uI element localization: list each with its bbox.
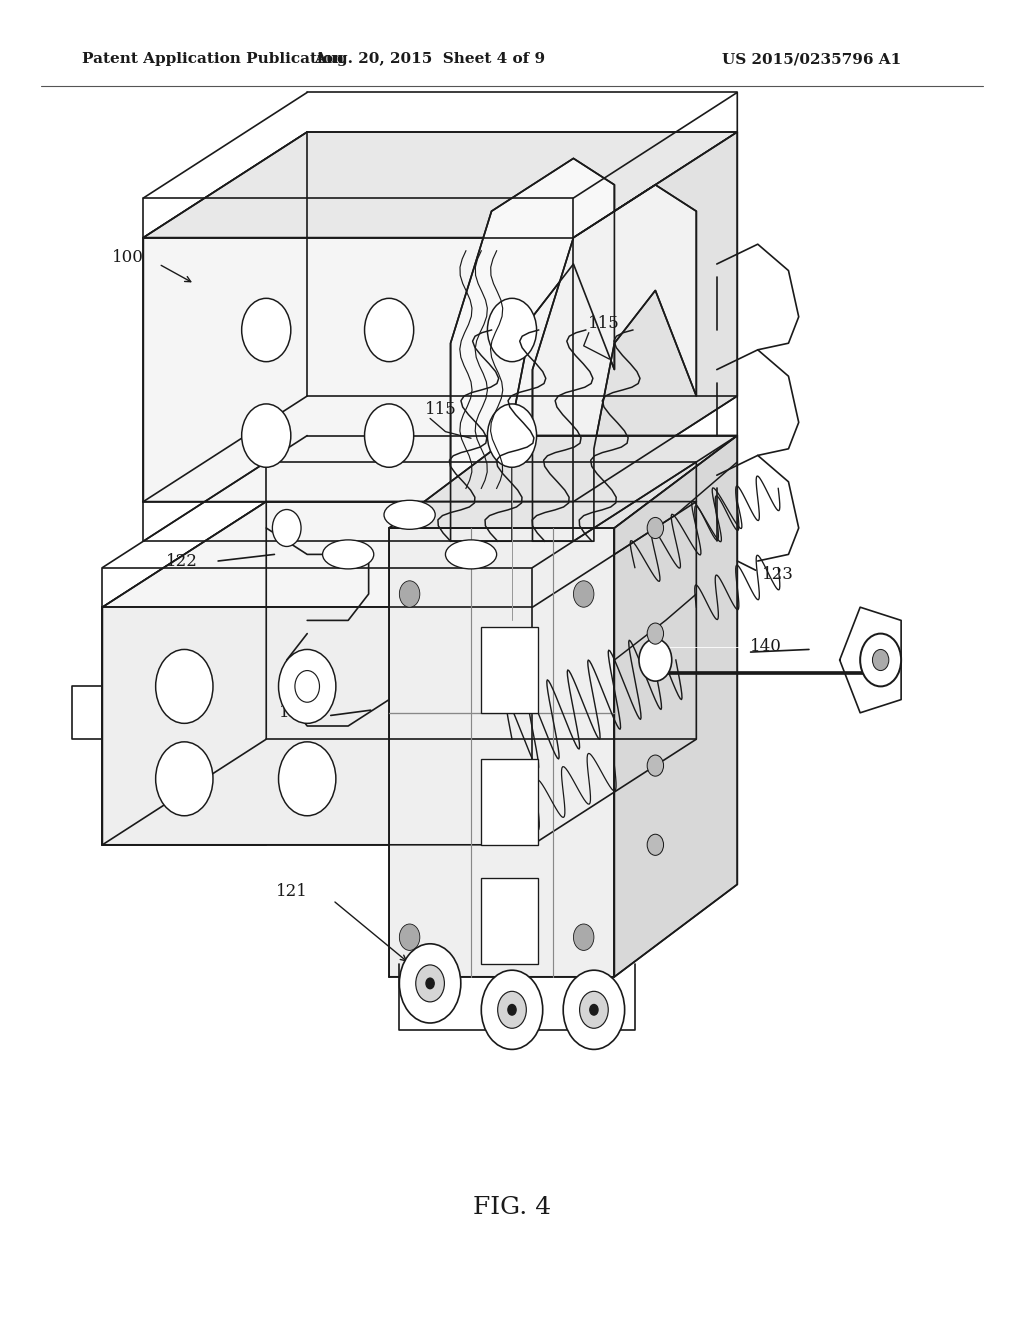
Polygon shape: [102, 502, 696, 607]
Circle shape: [279, 649, 336, 723]
Circle shape: [399, 924, 420, 950]
Polygon shape: [143, 132, 307, 502]
Bar: [481, 878, 538, 964]
Circle shape: [590, 1005, 598, 1015]
Circle shape: [580, 991, 608, 1028]
Polygon shape: [614, 436, 737, 977]
Circle shape: [295, 671, 319, 702]
Circle shape: [156, 742, 213, 816]
Polygon shape: [102, 607, 532, 845]
Circle shape: [279, 742, 336, 816]
Ellipse shape: [384, 500, 435, 529]
Text: Patent Application Publication: Patent Application Publication: [82, 53, 344, 66]
Circle shape: [860, 634, 901, 686]
Text: 115: 115: [424, 401, 457, 417]
Circle shape: [416, 965, 444, 1002]
Text: 121: 121: [275, 883, 308, 899]
Bar: [481, 627, 538, 713]
Circle shape: [508, 1005, 516, 1015]
Ellipse shape: [323, 540, 374, 569]
Text: 115: 115: [588, 315, 621, 331]
Text: 122: 122: [166, 553, 199, 569]
Circle shape: [272, 510, 301, 546]
Polygon shape: [389, 436, 737, 528]
Circle shape: [399, 944, 461, 1023]
Circle shape: [156, 649, 213, 723]
Polygon shape: [451, 158, 614, 541]
Circle shape: [647, 517, 664, 539]
Circle shape: [481, 970, 543, 1049]
Circle shape: [242, 298, 291, 362]
Circle shape: [487, 404, 537, 467]
Polygon shape: [532, 185, 696, 541]
Circle shape: [498, 991, 526, 1028]
Circle shape: [563, 970, 625, 1049]
Circle shape: [242, 404, 291, 467]
Polygon shape: [532, 502, 696, 845]
Circle shape: [647, 834, 664, 855]
Circle shape: [426, 978, 434, 989]
Circle shape: [872, 649, 889, 671]
Circle shape: [573, 924, 594, 950]
Text: 100: 100: [112, 249, 144, 265]
Circle shape: [365, 404, 414, 467]
Text: 128: 128: [279, 705, 311, 721]
Polygon shape: [389, 528, 614, 977]
Polygon shape: [143, 238, 573, 502]
Circle shape: [365, 298, 414, 362]
Circle shape: [399, 581, 420, 607]
Polygon shape: [102, 502, 266, 845]
Text: Aug. 20, 2015  Sheet 4 of 9: Aug. 20, 2015 Sheet 4 of 9: [314, 53, 546, 66]
Polygon shape: [102, 607, 266, 845]
Circle shape: [647, 623, 664, 644]
Text: 123: 123: [762, 566, 795, 582]
Text: 140: 140: [750, 639, 782, 655]
Polygon shape: [573, 132, 737, 502]
Polygon shape: [143, 132, 737, 238]
Ellipse shape: [445, 540, 497, 569]
Circle shape: [487, 298, 537, 362]
Bar: [481, 759, 538, 845]
Circle shape: [647, 755, 664, 776]
Text: US 2015/0235796 A1: US 2015/0235796 A1: [722, 53, 901, 66]
Circle shape: [573, 581, 594, 607]
Text: FIG. 4: FIG. 4: [473, 1196, 551, 1220]
Circle shape: [639, 639, 672, 681]
